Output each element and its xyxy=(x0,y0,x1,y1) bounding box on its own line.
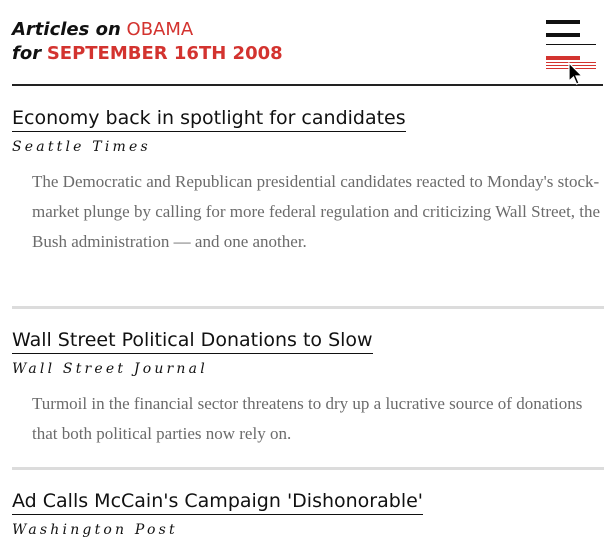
article-source: Washington Post xyxy=(12,522,178,538)
article-title-link[interactable]: Wall Street Political Donations to Slow xyxy=(12,328,373,354)
article-separator xyxy=(12,306,604,309)
article-source: Wall Street Journal xyxy=(12,361,208,377)
article-title-link[interactable]: Ad Calls McCain's Campaign 'Dishonorable… xyxy=(12,489,424,515)
header-line-topic: Articles on OBAMA xyxy=(12,18,602,42)
header-label-for: for xyxy=(12,43,42,64)
header-line-date: for SEPTEMBER 16TH 2008 xyxy=(12,42,602,66)
article-item: Ad Calls McCain's Campaign 'Dishonorable… xyxy=(12,489,604,538)
page-header: Articles on OBAMA for SEPTEMBER 16TH 200… xyxy=(12,18,602,86)
article-title-link[interactable]: Economy back in spotlight for candidates xyxy=(12,106,406,132)
header-divider xyxy=(12,84,603,86)
article-summary: Turmoil in the financial sector threaten… xyxy=(32,394,583,443)
article-item: Economy back in spotlight for candidates… xyxy=(12,106,604,257)
article-separator xyxy=(12,467,604,470)
mouse-pointer-icon xyxy=(568,62,584,85)
article-source: Seattle Times xyxy=(12,139,151,155)
header-label-articles-on: Articles on xyxy=(12,19,121,40)
article-summary: The Democratic and Republican presidenti… xyxy=(32,172,601,251)
header-date: SEPTEMBER 16TH 2008 xyxy=(46,43,283,64)
article-item: Wall Street Political Donations to Slow … xyxy=(12,328,604,449)
header-topic: OBAMA xyxy=(126,19,194,40)
